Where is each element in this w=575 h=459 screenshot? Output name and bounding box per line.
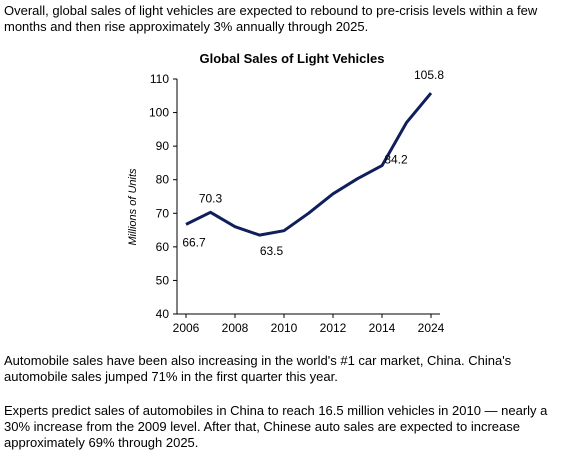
data-label: 70.3 [199, 191, 223, 205]
y-tick-label: 70 [156, 206, 170, 220]
y-tick-label: 50 [156, 273, 170, 287]
x-tick-label: 2008 [222, 321, 249, 335]
y-tick-label: 60 [156, 240, 170, 254]
intro-paragraph: Overall, global sales of light vehicles … [4, 3, 538, 34]
series-line [185, 92, 433, 237]
y-tick-label: 40 [156, 307, 170, 321]
x-tick-label: 2010 [271, 321, 298, 335]
data-label: 63.5 [260, 244, 284, 258]
y-tick-label: 110 [150, 72, 169, 86]
forecast-paragraph: Experts predict sales of automobiles in … [4, 403, 548, 450]
x-tick-label: 2012 [320, 321, 347, 335]
x-tick-label: 2024 [418, 321, 445, 335]
chart-title: Global Sales of Light Vehicles [200, 51, 385, 66]
data-label: 105.8 [414, 68, 444, 82]
y-axis-label: Millions of Units [127, 168, 139, 246]
data-label: 66.7 [182, 235, 206, 249]
axes [176, 79, 440, 315]
line-chart: Global Sales of Light Vehicles Millions … [127, 51, 445, 335]
china-paragraph: Automobile sales have been also increasi… [4, 353, 512, 384]
ticks: 40 50 60 70 80 90 100 110 2006 2008 2010 2012 2014 20… [149, 72, 445, 335]
y-tick-label: 80 [156, 173, 170, 187]
data-label: 84.2 [384, 153, 408, 167]
y-tick-label: 100 [149, 106, 169, 120]
x-tick-label: 2014 [369, 321, 396, 335]
data-labels: 66.7 70.3 63.5 84.2 105.8 [182, 68, 444, 258]
x-tick-label: 2006 [173, 321, 200, 335]
y-tick-label: 90 [156, 139, 170, 153]
